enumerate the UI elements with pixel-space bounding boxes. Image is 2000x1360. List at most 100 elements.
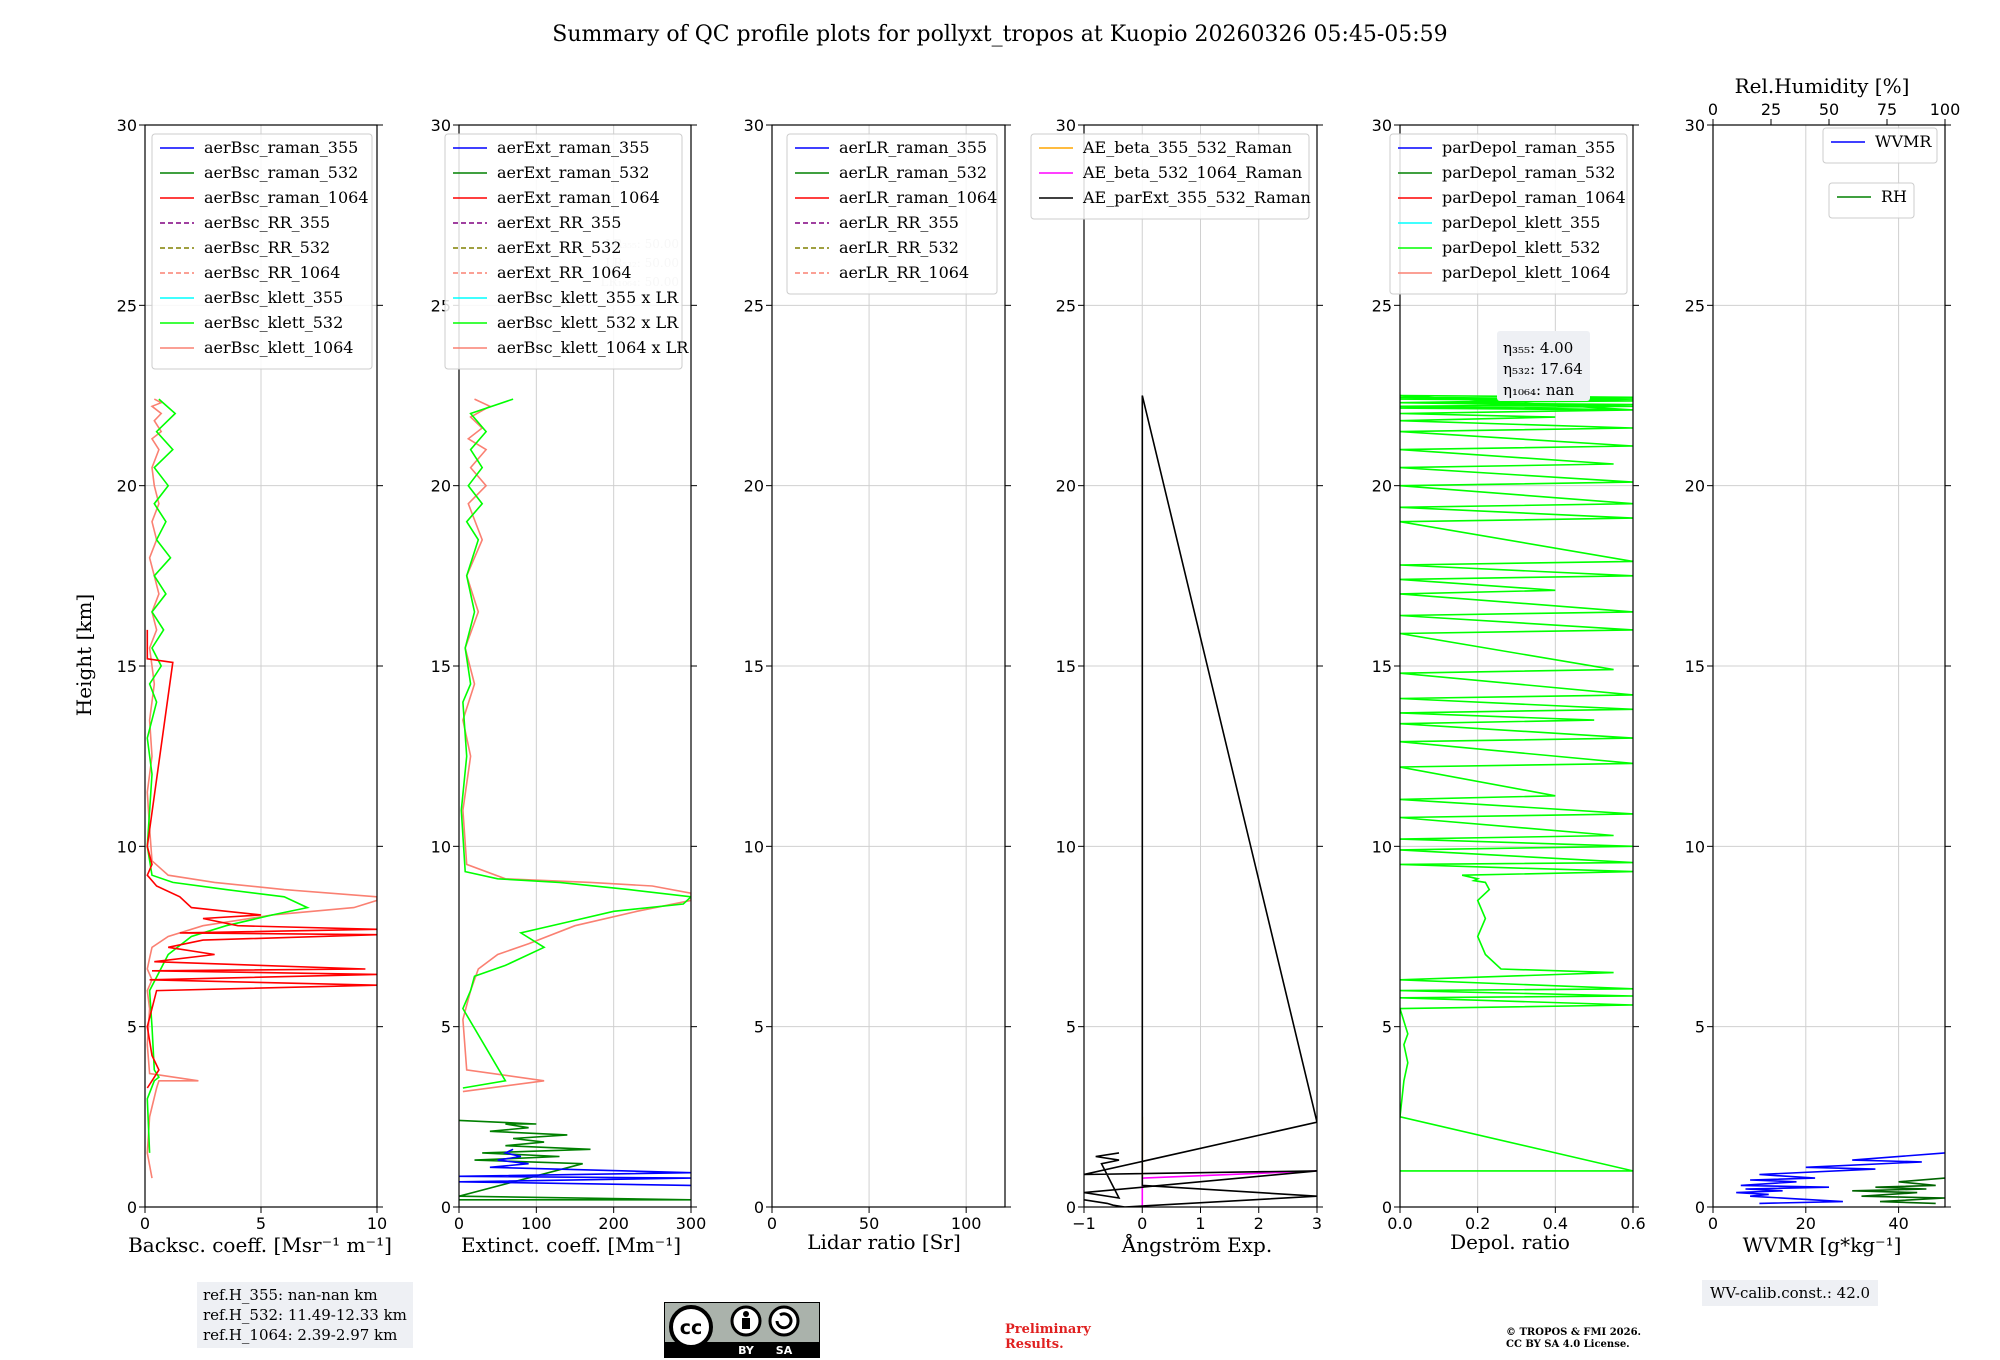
series-line-aerBsc_klett_1064 x LR	[462, 398, 691, 1093]
x-axis-label-backscatter: Backsc. coeff. [Msr⁻¹ m⁻¹]	[128, 1233, 392, 1257]
y-tick-label: 5	[754, 1018, 764, 1037]
x-axis-label-wvmr: WVMR [g*kg⁻¹]	[1742, 1233, 1902, 1257]
cc-text: cc	[680, 1317, 703, 1339]
legend-label: aerBsc_RR_355	[204, 213, 330, 232]
y-tick-label: 30	[431, 116, 451, 135]
x-tick-label: 1	[1195, 1214, 1205, 1233]
y-tick-label: 30	[1685, 116, 1705, 135]
y-tick-label: 10	[1056, 837, 1076, 856]
sa-icon	[768, 1305, 800, 1337]
y-tick-label: 15	[431, 657, 451, 676]
legend-box	[1389, 133, 1628, 295]
y-tick-label: 5	[1382, 1018, 1392, 1037]
y-tick-label: 20	[1372, 477, 1392, 496]
legend-label: aerExt_RR_355	[497, 213, 621, 232]
by-label: BY	[738, 1344, 755, 1357]
x-tick-label: 0	[767, 1214, 777, 1233]
x-tick-label: 0	[1708, 1214, 1718, 1233]
ref-height-355: ref.H_355: nan-nan km	[203, 1286, 378, 1304]
x-tick-label: 10	[367, 1214, 387, 1233]
legend-label: aerLR_RR_355	[839, 213, 959, 232]
x-tick-label: 40	[1888, 1214, 1908, 1233]
y-tick-label: 0	[1066, 1198, 1076, 1217]
top-x-tick-label: 100	[1930, 100, 1961, 119]
series-line-RH	[1852, 1177, 1945, 1205]
y-tick-label: 20	[117, 477, 137, 496]
y-tick-label: 0	[1382, 1198, 1392, 1217]
x-tick-label: 0.0	[1387, 1214, 1412, 1233]
series-line-aerBsc_klett_532 x LR	[460, 398, 691, 1089]
x-tick-label: −1	[1072, 1214, 1096, 1233]
legend-label: aerLR_RR_532	[839, 238, 959, 257]
legend-label: aerExt_raman_355	[497, 138, 650, 157]
series-line-aerExt_raman_355	[459, 1148, 691, 1187]
preliminary-line-1: Preliminary	[1005, 1322, 1091, 1337]
legend-label: aerLR_RR_1064	[839, 263, 969, 282]
y-tick-label: 5	[127, 1018, 137, 1037]
series-line-aerBsc_raman_1064	[146, 629, 377, 1089]
y-tick-label: 30	[117, 116, 137, 135]
legend-label: aerBsc_klett_532	[204, 313, 343, 332]
legend-label: aerBsc_raman_355	[204, 138, 358, 157]
x-tick-label: 100	[951, 1214, 982, 1233]
legend-label: aerBsc_RR_1064	[204, 263, 340, 282]
y-tick-label: 10	[744, 837, 764, 856]
ref-height-532: ref.H_532: 11.49-12.33 km	[203, 1306, 407, 1324]
legend-label: aerExt_RR_1064	[497, 263, 632, 282]
x-axis-label-angstrom: Ångström Exp.	[1121, 1233, 1273, 1257]
x-axis-label-depol: Depol. ratio	[1450, 1230, 1570, 1254]
legend-label: WVMR	[1875, 132, 1932, 151]
x-axis-label-lidar-ratio: Lidar ratio [Sr]	[807, 1230, 961, 1254]
eta-value: η₃₅₅: 4.00	[1503, 339, 1573, 357]
legend-label: aerBsc_klett_1064 x LR	[497, 338, 689, 357]
ref-height-1064: ref.H_1064: 2.39-2.97 km	[203, 1326, 398, 1344]
x-tick-label: 0.4	[1543, 1214, 1568, 1233]
eta-value: η₅₃₂: 17.64	[1503, 360, 1583, 378]
panel-depol: 0 5 10 15 20 25 30 0.0 0.2 0.4 0.6 η₃₅₅: 4.00 η₅₃₂: …	[1372, 116, 1646, 1233]
legend-label: parDepol_raman_532	[1442, 163, 1615, 182]
y-tick-label: 10	[1685, 837, 1705, 856]
x-tick-label: 2	[1254, 1214, 1264, 1233]
y-tick-label: 20	[1056, 477, 1076, 496]
series-line-AE_parExt_355_532_Raman	[1084, 395, 1317, 1207]
y-tick-label: 20	[431, 477, 451, 496]
cc-by-sa-badge: cc BY SA	[664, 1302, 820, 1358]
legend-label: AE_parExt_355_532_Raman	[1082, 188, 1311, 207]
top-x-tick-label: 50	[1819, 100, 1839, 119]
y-tick-label: 15	[1685, 657, 1705, 676]
y-tick-label: 5	[1695, 1018, 1705, 1037]
legend-box-rh	[1828, 182, 1915, 219]
y-tick-label: 30	[744, 116, 764, 135]
copyright-line-2: CC BY SA 4.0 License.	[1506, 1339, 1630, 1350]
legend-label: aerBsc_klett_1064	[204, 338, 353, 357]
legend-label: AE_beta_355_532_Raman	[1082, 138, 1292, 157]
legend-label: aerLR_raman_1064	[839, 188, 997, 207]
legend-label: RH	[1881, 187, 1907, 206]
y-tick-label: 0	[441, 1198, 451, 1217]
series-line-WVMR	[1736, 1152, 1945, 1205]
legend-label: aerBsc_RR_532	[204, 238, 330, 257]
legend-box	[786, 133, 998, 295]
legend-label: parDepol_klett_355	[1442, 213, 1600, 232]
y-tick-label: 25	[744, 296, 764, 315]
legend-label: aerExt_RR_532	[497, 238, 621, 257]
y-tick-label: 25	[117, 296, 137, 315]
series-line-aerBsc_klett_1064	[146, 398, 377, 1179]
y-tick-label: 25	[1056, 296, 1076, 315]
legend-label: parDepol_raman_1064	[1442, 188, 1626, 207]
y-axis-label: Height [km]	[72, 593, 96, 717]
legend-label: parDepol_raman_355	[1442, 138, 1615, 157]
y-tick-label: 15	[744, 657, 764, 676]
y-tick-label: 20	[1685, 477, 1705, 496]
legend-box	[1030, 133, 1310, 220]
top-x-tick-label: 75	[1877, 100, 1897, 119]
series-line-aerBsc_klett_532	[146, 398, 310, 1153]
y-tick-label: 15	[1056, 657, 1076, 676]
legend-label: aerLR_raman_355	[839, 138, 987, 157]
panel-backscatter: 0 5 10 15 20 25 30 0 5 10 aerBsc_raman_355 aerBsc_r…	[117, 116, 388, 1233]
legend-label: aerBsc_klett_355	[204, 288, 343, 307]
x-axis-label-extinction: Extinct. coeff. [Mm⁻¹]	[460, 1233, 682, 1257]
legend-label: aerExt_raman_532	[497, 163, 650, 182]
x-tick-label: 0.2	[1465, 1214, 1490, 1233]
